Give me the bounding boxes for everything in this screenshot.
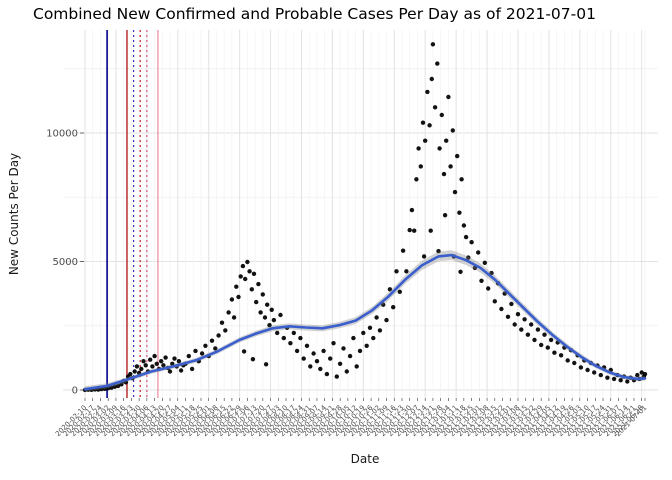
event-marker-lines [106,30,159,398]
y-tick-label: 5000 [53,257,78,268]
scatter-points [82,42,648,393]
confidence-band [85,250,645,392]
smooth-trend-line [83,253,647,391]
chart-title: Combined New Confirmed and Probable Case… [33,5,596,23]
y-tick-label: 10000 [46,129,78,140]
y-axis-title: New Counts Per Day [7,152,21,276]
gridlines [63,30,658,398]
y-tick-label: 0 [72,386,78,397]
x-axis-title: Date [350,452,380,466]
axes: 05000100002020-02-102020-02-172020-02-24… [46,129,648,439]
